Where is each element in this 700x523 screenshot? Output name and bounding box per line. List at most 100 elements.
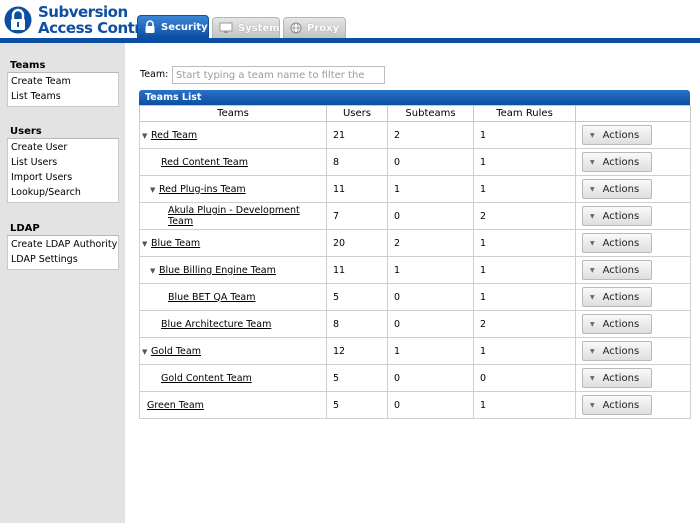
actions-button[interactable]: ▼ Actions	[582, 206, 652, 226]
tab-proxy[interactable]: Proxy	[283, 17, 346, 39]
team-link[interactable]: Gold Content Team	[161, 372, 252, 384]
subteams-cell: 0	[387, 283, 474, 311]
app-title: Subversion Access Control	[38, 4, 156, 36]
actions-cell: ▼ Actions	[575, 364, 691, 392]
tab-system[interactable]: System	[212, 17, 280, 39]
actions-button[interactable]: ▼ Actions	[582, 179, 652, 199]
subteams-cell: 1	[387, 256, 474, 284]
actions-button-label: Actions	[602, 237, 640, 249]
users-cell: 11	[326, 175, 388, 203]
sidebar-item-import-users[interactable]: Import Users	[11, 172, 73, 183]
sidebar-group-teams: Teams Create Team List Teams	[7, 59, 119, 107]
team-rules-cell: 0	[473, 364, 576, 392]
actions-button[interactable]: ▼ Actions	[582, 233, 652, 253]
actions-button[interactable]: ▼ Actions	[582, 314, 652, 334]
actions-cell: ▼ Actions	[575, 337, 691, 365]
subteams-cell: 2	[387, 121, 474, 149]
dropdown-arrow-icon: ▼	[590, 401, 595, 409]
actions-cell: ▼ Actions	[575, 256, 691, 284]
subteams-cell: 0	[387, 148, 474, 176]
sidebar-item-create-ldap-authority[interactable]: Create LDAP Authority	[11, 239, 118, 250]
table-row: ▼ Red Team 21 2 1 ▼ Actions	[139, 121, 691, 149]
team-filter-input[interactable]	[172, 66, 385, 84]
team-filter-label: Team:	[140, 69, 169, 80]
app-header: Subversion Access Control Security Syste…	[0, 0, 700, 44]
actions-button-label: Actions	[602, 156, 640, 168]
team-link[interactable]: Blue BET QA Team	[168, 291, 256, 303]
actions-cell: ▼ Actions	[575, 175, 691, 203]
dropdown-arrow-icon: ▼	[590, 347, 595, 355]
sidebar-item-create-team[interactable]: Create Team	[11, 76, 71, 87]
subteams-cell: 0	[387, 391, 474, 419]
actions-button[interactable]: ▼ Actions	[582, 125, 652, 145]
team-name-cell: Blue BET QA Team	[139, 283, 327, 311]
users-cell: 8	[326, 148, 388, 176]
team-rules-cell: 2	[473, 310, 576, 338]
expand-caret-icon[interactable]: ▼	[150, 185, 156, 194]
team-rules-cell: 1	[473, 283, 576, 311]
column-header-actions	[575, 105, 691, 122]
table-row: ▼ Blue Team 20 2 1 ▼ Actions	[139, 229, 691, 257]
team-link[interactable]: Green Team	[147, 399, 204, 411]
actions-cell: ▼ Actions	[575, 391, 691, 419]
expand-caret-icon[interactable]: ▼	[150, 266, 156, 275]
sidebar-item-create-user[interactable]: Create User	[11, 142, 68, 153]
actions-button-label: Actions	[602, 210, 640, 222]
users-cell: 7	[326, 202, 388, 230]
sidebar-group-users: Users Create User List Users Import User…	[7, 125, 119, 203]
padlock-logo-icon	[4, 6, 32, 34]
team-link[interactable]: Red Content Team	[161, 156, 248, 168]
actions-button[interactable]: ▼ Actions	[582, 368, 652, 388]
sidebar-item-lookup-search[interactable]: Lookup/Search	[11, 187, 81, 198]
actions-button[interactable]: ▼ Actions	[582, 395, 652, 415]
sidebar-item-list-teams[interactable]: List Teams	[11, 91, 61, 102]
team-rules-cell: 1	[473, 121, 576, 149]
subteams-cell: 2	[387, 229, 474, 257]
actions-button[interactable]: ▼ Actions	[582, 260, 652, 280]
dropdown-arrow-icon: ▼	[590, 374, 595, 382]
actions-button-label: Actions	[602, 372, 640, 384]
team-rules-cell: 1	[473, 148, 576, 176]
actions-button-label: Actions	[602, 183, 640, 195]
team-link[interactable]: Blue Billing Engine Team	[159, 264, 276, 276]
sidebar-item-list-users[interactable]: List Users	[11, 157, 58, 168]
column-header-subteams: Subteams	[387, 105, 474, 122]
sidebar-title-teams: Teams	[7, 59, 119, 73]
teams-table-header: Teams Users Subteams Team Rules	[139, 105, 691, 122]
app-title-line2: Access Control	[38, 19, 156, 37]
dropdown-arrow-icon: ▼	[590, 293, 595, 301]
globe-icon	[290, 22, 302, 34]
expand-caret-icon[interactable]: ▼	[142, 347, 148, 356]
table-row: ▼ Red Plug-ins Team 11 1 1 ▼ Actions	[139, 175, 691, 203]
team-link[interactable]: Blue Architecture Team	[161, 318, 272, 330]
dropdown-arrow-icon: ▼	[590, 266, 595, 274]
expand-caret-icon[interactable]: ▼	[142, 239, 148, 248]
sidebar-item-ldap-settings[interactable]: LDAP Settings	[11, 254, 78, 265]
subteams-cell: 0	[387, 310, 474, 338]
sidebar-title-ldap: LDAP	[7, 222, 119, 236]
actions-cell: ▼ Actions	[575, 202, 691, 230]
tab-security[interactable]: Security	[137, 15, 209, 39]
team-link[interactable]: Blue Team	[151, 237, 201, 249]
actions-button[interactable]: ▼ Actions	[582, 341, 652, 361]
team-link[interactable]: Red Plug-ins Team	[159, 183, 246, 195]
team-link[interactable]: Gold Team	[151, 345, 201, 357]
sidebar-group-ldap: LDAP Create LDAP Authority LDAP Settings	[7, 222, 119, 270]
teams-list-title: Teams List	[139, 90, 690, 105]
users-cell: 5	[326, 364, 388, 392]
lock-icon	[145, 20, 155, 33]
tab-security-label: Security	[161, 21, 208, 33]
team-link[interactable]: Akula Plugin - Development Team	[168, 205, 300, 227]
team-link[interactable]: Red Team	[151, 129, 198, 141]
expand-caret-icon[interactable]: ▼	[142, 131, 148, 140]
users-cell: 5	[326, 283, 388, 311]
actions-button[interactable]: ▼ Actions	[582, 287, 652, 307]
tab-system-label: System	[238, 22, 280, 34]
team-rules-cell: 1	[473, 256, 576, 284]
team-name-cell: Red Content Team	[139, 148, 327, 176]
actions-button[interactable]: ▼ Actions	[582, 152, 652, 172]
sidebar-teams-links: Create Team List Teams	[7, 73, 119, 107]
column-header-users: Users	[326, 105, 388, 122]
users-cell: 11	[326, 256, 388, 284]
actions-cell: ▼ Actions	[575, 283, 691, 311]
